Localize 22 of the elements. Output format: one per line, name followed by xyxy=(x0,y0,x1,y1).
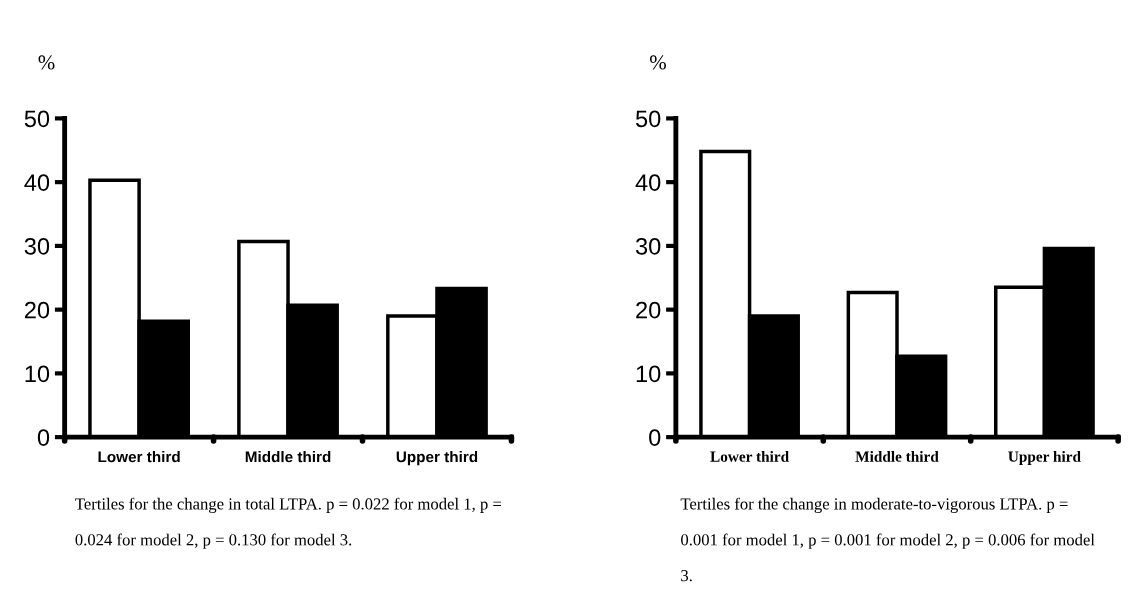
y-tick-label: 20 xyxy=(636,301,661,319)
y-tick-label: 40 xyxy=(635,174,661,191)
x-tick-label: Middle third xyxy=(245,451,331,463)
text: Tertiles for the change in total LTPA. p = 0.022 for model 1, p = 0.024 for model 2, p = 0.130 for model 3. xyxy=(75,497,502,549)
y-axis-title: % xyxy=(38,55,55,70)
text: Tertiles for the change in moderate-to-vigorous LTPA. p = 0.001 for model 1, p = 0.001 for model 2, p = 0.006 for model 3. xyxy=(680,497,1095,582)
x-tick-label: Lower third xyxy=(710,451,789,462)
x-tick-label: Upper third xyxy=(396,451,478,466)
y-tick-label: 30 xyxy=(635,237,661,255)
y-tick-label: 50 xyxy=(24,110,50,128)
y-tick-label: 50 xyxy=(635,110,661,128)
y-tick-label: 0 xyxy=(37,429,50,446)
y-tick-label: 20 xyxy=(24,301,50,319)
y-tick-label: 10 xyxy=(636,365,661,383)
x-tick-label: Lower third xyxy=(98,451,180,463)
y-axis-title: % xyxy=(650,55,666,70)
y-tick-label: 0 xyxy=(649,429,661,446)
y-tick-label: 10 xyxy=(25,365,50,383)
y-tick-label: 30 xyxy=(24,237,50,255)
x-tick-label: Middle third xyxy=(855,451,939,462)
x-tick-label: Upper hird xyxy=(1008,451,1081,465)
y-tick-label: 40 xyxy=(24,174,50,191)
